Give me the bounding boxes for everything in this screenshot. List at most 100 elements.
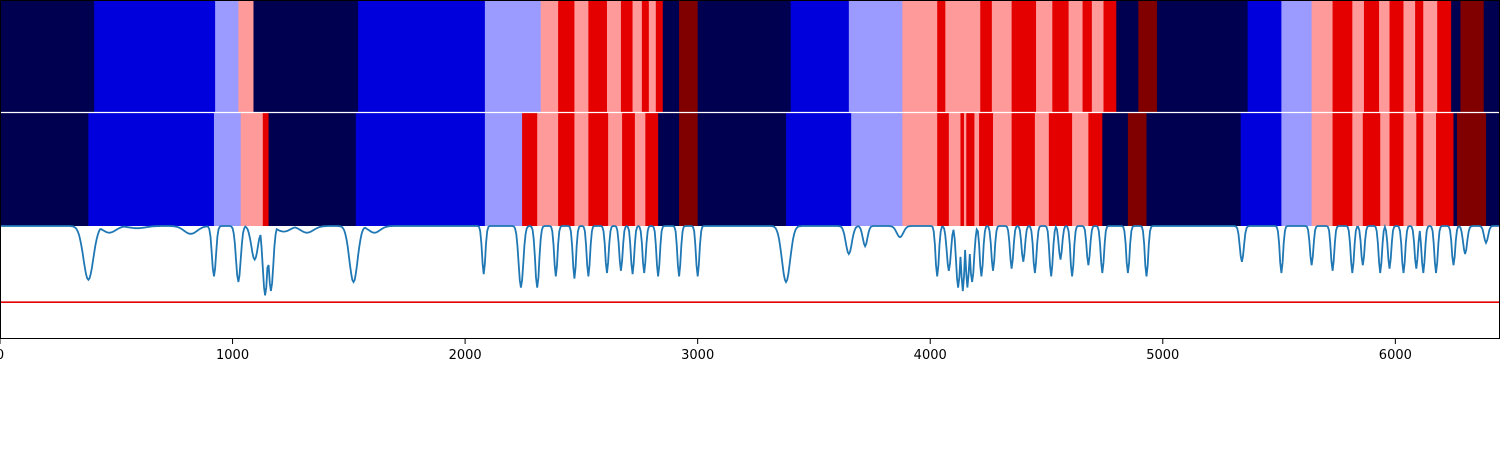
heat-segment — [606, 0, 622, 113]
heat-segment — [484, 113, 523, 226]
heat-segment — [658, 113, 680, 226]
line-panel — [0, 223, 1500, 303]
heat-segment — [1103, 0, 1117, 113]
x-tick-label: 0 — [0, 348, 4, 363]
heat-segment — [622, 113, 636, 226]
heat-segment — [679, 0, 699, 113]
x-tick-label: 6000 — [1379, 348, 1412, 363]
heat-segment — [1138, 0, 1158, 113]
heat-segment — [1311, 0, 1333, 113]
heat-segment — [620, 0, 633, 113]
heat-segment — [1379, 0, 1390, 113]
heat-segment — [960, 113, 965, 226]
heat-segment — [1091, 0, 1104, 113]
heat-segment — [1362, 113, 1381, 226]
heat-segment — [641, 0, 650, 113]
x-tick-label: 4000 — [914, 348, 947, 363]
heat-segment — [1127, 113, 1147, 226]
heat-segment — [1240, 113, 1282, 226]
heat-segment — [540, 0, 559, 113]
x-tick-label: 1000 — [216, 348, 249, 363]
heat-segment — [1416, 113, 1424, 226]
heat-segment — [1311, 113, 1333, 226]
heat-segment — [697, 113, 787, 226]
heat-segment — [848, 0, 903, 113]
heat-segment — [697, 0, 792, 113]
heat-segment — [1451, 0, 1461, 113]
heat-segment — [355, 113, 486, 226]
heat-segment — [588, 113, 609, 226]
heat-segment — [786, 113, 852, 226]
heat-segment — [88, 113, 215, 226]
heat-segment — [991, 0, 1013, 113]
heat-segment — [0, 113, 89, 226]
heat-segment — [1423, 113, 1437, 226]
heat-segment — [1486, 113, 1500, 226]
heat-segment — [94, 0, 216, 113]
heat-segment — [937, 113, 950, 226]
heat-segment — [1102, 113, 1129, 226]
heat-segment — [1403, 113, 1417, 226]
heat-segment — [679, 113, 699, 226]
heat-segment — [1088, 113, 1103, 226]
heat-segment — [993, 113, 1013, 226]
heat-segment — [1415, 0, 1424, 113]
heat-segment — [1048, 113, 1073, 226]
x-tick-label: 2000 — [449, 348, 482, 363]
heat-segment — [1156, 0, 1249, 113]
heat-segment — [588, 0, 608, 113]
heat-segment — [215, 0, 239, 113]
x-tick-label: 5000 — [1146, 348, 1179, 363]
heat-segment — [253, 0, 359, 113]
heatmap-rows — [0, 0, 1500, 226]
heat-segment — [558, 0, 575, 113]
heat-segment — [1363, 0, 1380, 113]
heat-segment — [1011, 0, 1037, 113]
heat-segment — [948, 113, 961, 226]
heat-segment — [1247, 0, 1282, 113]
heat-segment — [655, 0, 664, 113]
heat-segment — [1116, 0, 1139, 113]
x-axis: 0 1000 2000 3000 4000 5000 6000 — [0, 339, 1412, 363]
heat-segment — [1068, 0, 1083, 113]
heat-segment — [632, 0, 643, 113]
heat-segment — [1389, 113, 1404, 226]
heat-segment — [902, 113, 938, 226]
heat-segment — [558, 113, 575, 226]
heat-segment — [522, 113, 538, 226]
heat-segment — [937, 0, 946, 113]
heat-segment — [268, 113, 357, 226]
signal-line — [0, 223, 1500, 296]
heat-segment — [1456, 113, 1487, 226]
heat-segment — [574, 113, 589, 226]
heat-segment — [1483, 0, 1500, 113]
heat-segment — [662, 0, 680, 113]
heat-segment — [537, 113, 559, 226]
heat-segment — [1082, 0, 1093, 113]
heat-segment — [238, 0, 254, 113]
heat-segment — [1072, 113, 1089, 226]
heat-segment — [1281, 113, 1313, 226]
heat-segment — [1146, 113, 1242, 226]
heat-segment — [1423, 0, 1438, 113]
heat-segment — [1437, 0, 1452, 113]
heat-segment — [0, 0, 95, 113]
heat-segment — [1403, 0, 1416, 113]
heat-segment — [358, 0, 486, 113]
heat-segment — [1352, 113, 1364, 226]
heat-segment — [1052, 0, 1070, 113]
heat-segment — [484, 0, 542, 113]
heat-segment — [1011, 113, 1036, 226]
heat-segment — [1332, 0, 1353, 113]
heat-segment — [1453, 113, 1458, 226]
heat-segment — [1460, 0, 1485, 113]
heat-segment — [574, 0, 589, 113]
heat-segment — [645, 113, 659, 226]
heat-segment — [945, 0, 981, 113]
x-tick-label: 3000 — [681, 348, 714, 363]
heat-segment — [851, 113, 903, 226]
heat-segment — [262, 113, 270, 226]
heat-segment — [1034, 113, 1050, 226]
heat-segment — [1332, 113, 1353, 226]
